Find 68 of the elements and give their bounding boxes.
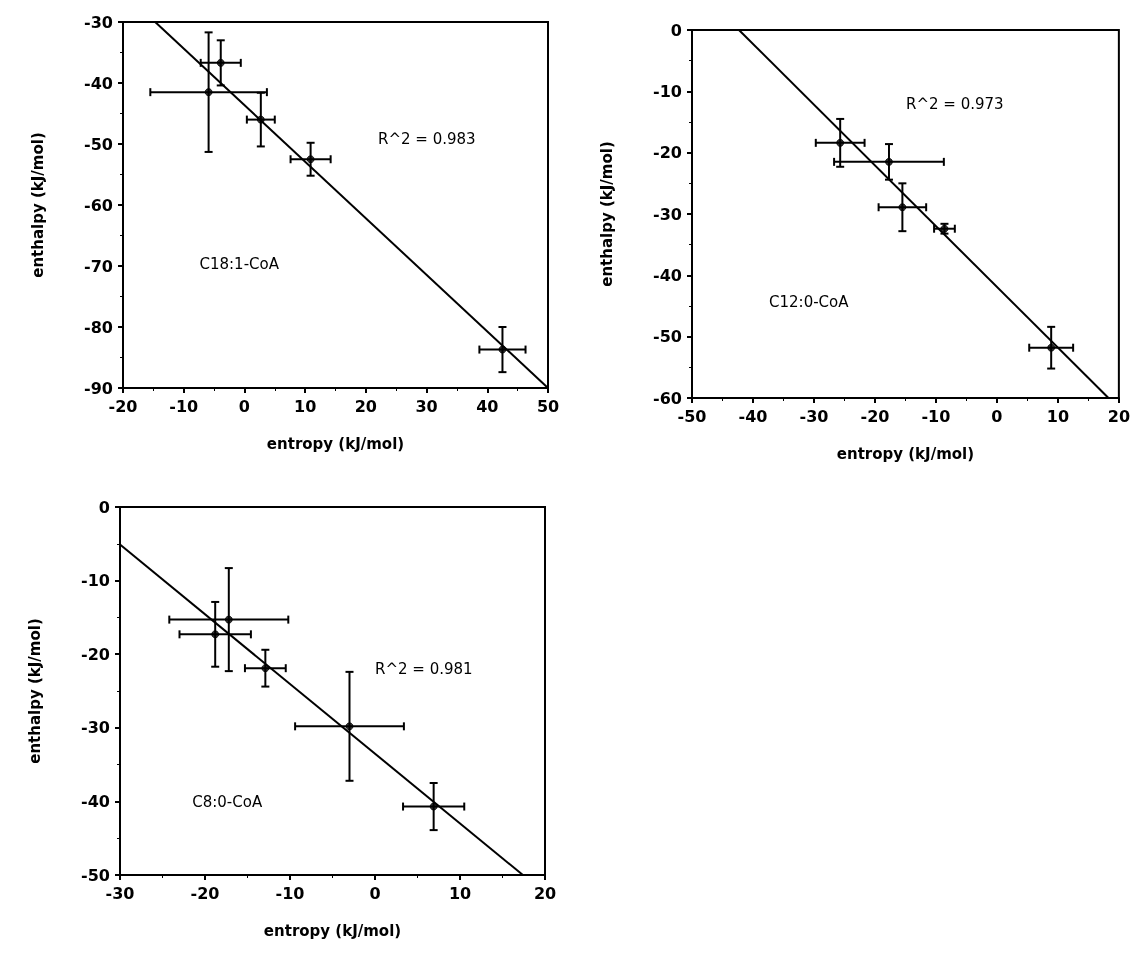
y-tick-label: -40 bbox=[653, 265, 682, 285]
x-tick-label: -30 bbox=[105, 883, 135, 903]
point bbox=[216, 58, 225, 67]
x-tick-label: 50 bbox=[536, 396, 560, 416]
y-tick-label: -30 bbox=[84, 12, 113, 32]
x-tick-label: -20 bbox=[190, 883, 220, 903]
x-tick-label: -10 bbox=[169, 396, 199, 416]
point bbox=[884, 157, 893, 166]
y-axis-title: enthalpy (kJ/mol) bbox=[25, 618, 44, 764]
point bbox=[429, 802, 438, 811]
y-tick-label: -50 bbox=[84, 134, 113, 154]
point bbox=[261, 664, 270, 673]
point bbox=[256, 115, 265, 124]
point bbox=[204, 88, 213, 97]
y-tick-label: -10 bbox=[653, 81, 682, 101]
y-tick-label: -90 bbox=[84, 378, 113, 398]
x-tick-label: -20 bbox=[860, 406, 890, 426]
x-tick-label: 0 bbox=[369, 883, 381, 903]
x-axis-title: entropy (kJ/mol) bbox=[263, 921, 402, 940]
y-tick-label: -30 bbox=[653, 204, 682, 224]
y-tick-label: -40 bbox=[81, 791, 110, 811]
x-tick-label: -20 bbox=[108, 396, 138, 416]
point bbox=[1047, 343, 1056, 352]
point bbox=[498, 345, 507, 354]
y-tick-label: -20 bbox=[81, 644, 110, 664]
y-tick-label: -50 bbox=[81, 865, 110, 885]
y-tick-label: -50 bbox=[653, 327, 682, 347]
point bbox=[211, 630, 220, 639]
x-tick-label: 10 bbox=[448, 883, 472, 903]
x-tick-label: 20 bbox=[354, 396, 377, 416]
annotation: R^2 = 0.983 bbox=[378, 130, 476, 149]
x-tick-label: 40 bbox=[476, 396, 499, 416]
y-tick-label: -40 bbox=[84, 73, 113, 93]
y-tick-label: -20 bbox=[653, 143, 682, 163]
x-tick-label: -50 bbox=[677, 406, 707, 426]
y-tick-label: -80 bbox=[84, 317, 113, 337]
annotation: C12:0-CoA bbox=[769, 293, 850, 312]
x-tick-label: 30 bbox=[415, 396, 438, 416]
x-tick-label: 10 bbox=[294, 396, 317, 416]
x-tick-label: 0 bbox=[238, 396, 250, 416]
x-tick-label: -40 bbox=[738, 406, 768, 426]
x-tick-label: 0 bbox=[991, 406, 1003, 426]
y-tick-label: -70 bbox=[84, 256, 113, 276]
y-tick-label: -60 bbox=[84, 195, 113, 215]
y-tick-label: -10 bbox=[81, 571, 110, 591]
point bbox=[345, 722, 354, 731]
x-tick-label: 20 bbox=[533, 883, 557, 903]
y-tick-label: -60 bbox=[653, 388, 682, 408]
y-axis-title: enthalpy (kJ/mol) bbox=[597, 141, 616, 287]
x-tick-label: -10 bbox=[275, 883, 305, 903]
annotation: C8:0-CoA bbox=[192, 792, 263, 811]
y-axis-title: enthalpy (kJ/mol) bbox=[28, 132, 47, 278]
x-tick-label: -30 bbox=[799, 406, 829, 426]
x-axis-title: entropy (kJ/mol) bbox=[266, 434, 405, 453]
y-tick-label: 0 bbox=[98, 497, 110, 517]
y-tick-label: -30 bbox=[81, 718, 110, 738]
x-tick-label: 20 bbox=[1107, 406, 1130, 426]
x-tick-label: -10 bbox=[921, 406, 951, 426]
point bbox=[898, 203, 907, 212]
x-axis-title: entropy (kJ/mol) bbox=[836, 444, 975, 463]
annotation: R^2 = 0.973 bbox=[906, 94, 1004, 113]
point bbox=[224, 615, 233, 624]
point bbox=[306, 155, 315, 164]
point bbox=[836, 138, 845, 147]
annotation: C18:1-CoA bbox=[199, 254, 280, 273]
y-tick-label: 0 bbox=[670, 20, 682, 40]
x-tick-label: 10 bbox=[1046, 406, 1070, 426]
annotation: R^2 = 0.981 bbox=[375, 660, 473, 679]
